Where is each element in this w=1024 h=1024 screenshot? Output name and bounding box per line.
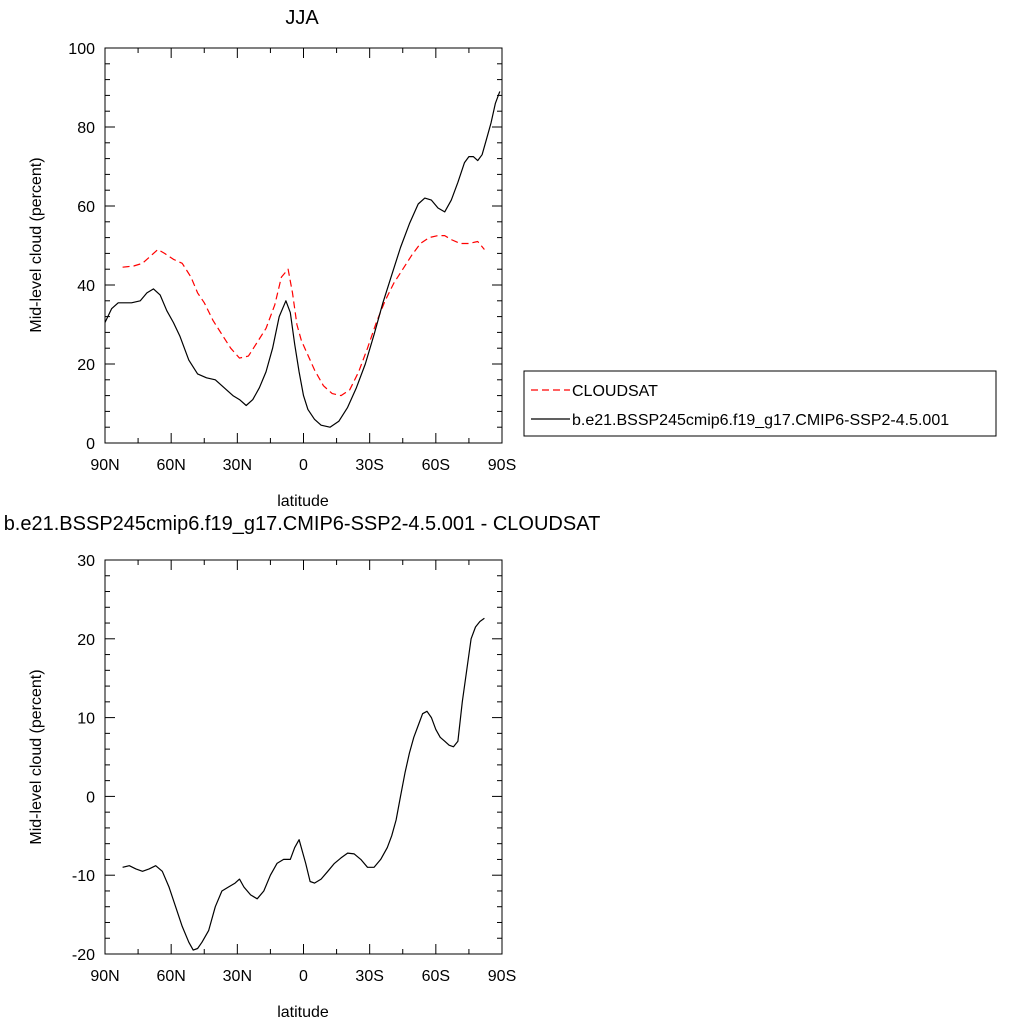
x-tick-label: 90S (488, 457, 516, 474)
x-tick-label: 30S (355, 457, 383, 474)
y-tick-label: 20 (77, 357, 95, 374)
y-tick-label: 60 (77, 199, 95, 216)
legend-box (523, 370, 997, 437)
y-tick-label: 0 (86, 789, 95, 806)
legend-label-model: b.e21.BSSP245cmip6.f19_g17.CMIP6-SSP2-4.… (572, 412, 949, 429)
chart-title-top: JJA (285, 7, 319, 29)
x-tick-label: 60S (422, 968, 450, 985)
x-tick-label: 90N (90, 457, 119, 474)
x-tick-label: 90N (90, 968, 119, 985)
x-tick-label: 60N (156, 968, 185, 985)
legend-label-cloudsat: CLOUDSAT (572, 383, 658, 400)
x-axis-label-bottom: latitude (277, 1004, 329, 1021)
x-tick-label: 60N (156, 457, 185, 474)
panel-bottom: b.e21.BSSP245cmip6.f19_g17.CMIP6-SSP2-4.… (4, 513, 601, 1021)
x-tick-label: 30N (223, 457, 252, 474)
x-tick-label: 30N (223, 968, 252, 985)
series-line-cloudsat (122, 235, 485, 397)
y-tick-label: -10 (72, 868, 95, 885)
series-line-model (104, 91, 501, 428)
y-axis-label-top: Mid-level cloud (percent) (28, 157, 45, 332)
y-tick-label: 30 (77, 553, 95, 570)
x-tick-label: 0 (299, 457, 308, 474)
series-line-difference (122, 617, 485, 951)
y-axis-label-bottom: Mid-level cloud (percent) (28, 669, 45, 844)
chart-title-bottom: b.e21.BSSP245cmip6.f19_g17.CMIP6-SSP2-4.… (4, 513, 601, 535)
x-tick-label: 30S (355, 968, 383, 985)
legend: CLOUDSAT b.e21.BSSP245cmip6.f19_g17.CMIP… (523, 370, 997, 437)
x-tick-label: 0 (299, 968, 308, 985)
panel-top: JJA 90N 60N 30N 0 30S 60S 90S 0 20 40 60 80 100 lati… (28, 7, 516, 510)
x-tick-label: 60S (422, 457, 450, 474)
y-tick-label: 20 (77, 632, 95, 649)
x-axis-label-top: latitude (277, 493, 329, 510)
y-tick-label: 80 (77, 120, 95, 137)
plot-frame-top (104, 47, 503, 444)
y-tick-label: 100 (68, 41, 95, 58)
y-tick-label: -20 (72, 947, 95, 964)
y-tick-label: 40 (77, 278, 95, 295)
plot-frame-bottom (104, 559, 503, 955)
y-tick-label: 10 (77, 711, 95, 728)
x-tick-label: 90S (488, 968, 516, 985)
y-tick-label: 0 (86, 436, 95, 453)
